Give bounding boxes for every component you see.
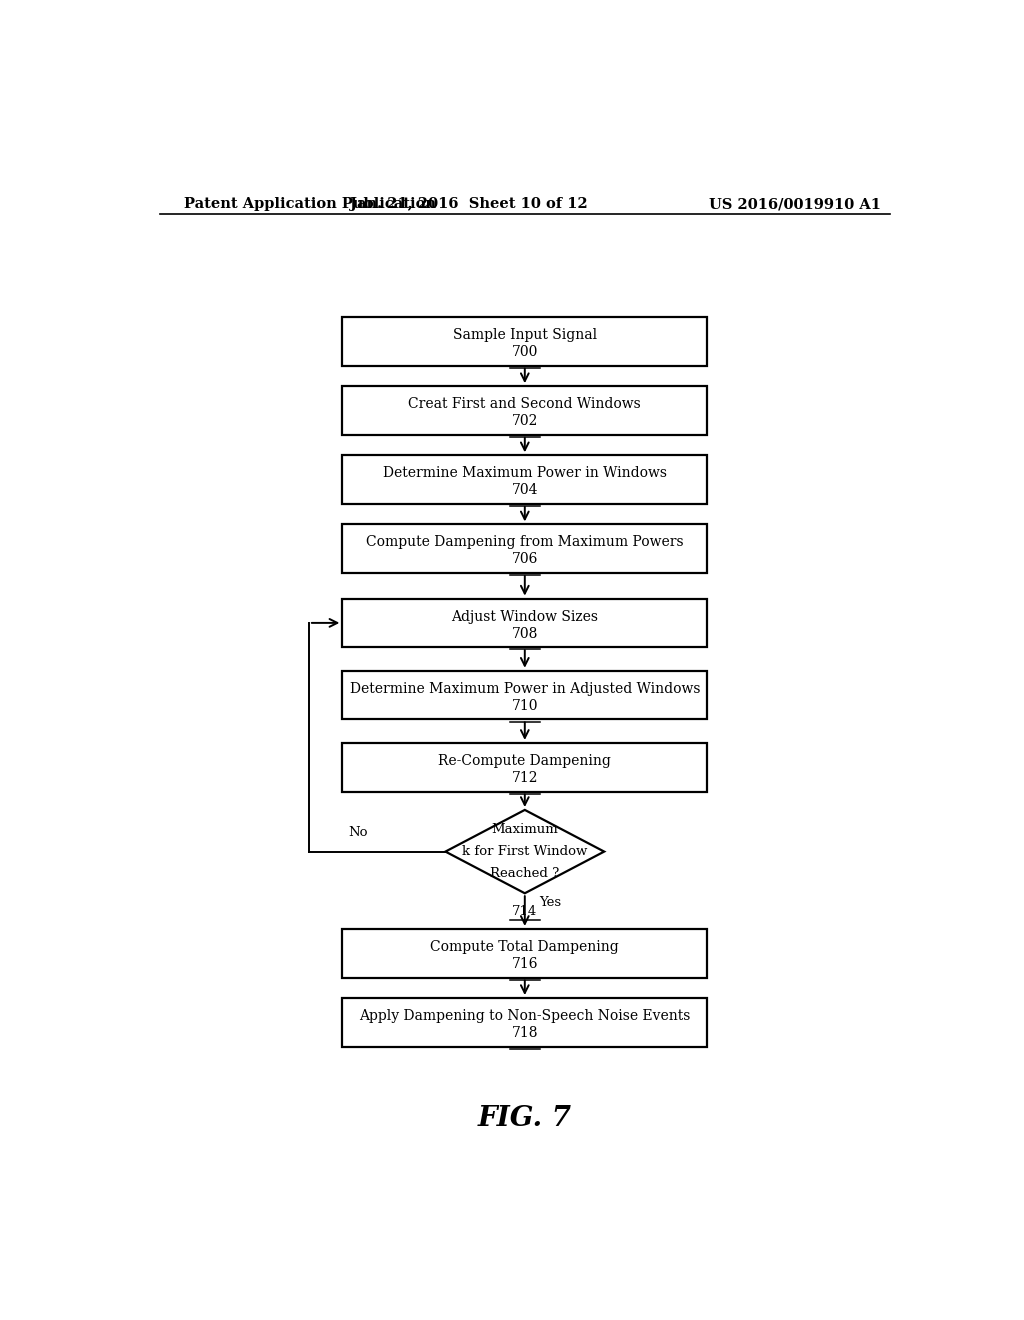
Text: 708: 708	[512, 627, 538, 640]
Text: Maximum: Maximum	[492, 822, 558, 836]
Polygon shape	[342, 524, 708, 573]
Polygon shape	[342, 998, 708, 1047]
Polygon shape	[445, 810, 604, 894]
Text: 700: 700	[512, 345, 538, 359]
Polygon shape	[342, 455, 708, 504]
Text: k for First Window: k for First Window	[462, 845, 588, 858]
Text: 702: 702	[512, 414, 538, 428]
Polygon shape	[342, 385, 708, 434]
Polygon shape	[342, 317, 708, 366]
Text: Yes: Yes	[539, 896, 561, 909]
Text: 714: 714	[512, 906, 538, 917]
Text: FIG. 7: FIG. 7	[478, 1105, 571, 1133]
Polygon shape	[342, 743, 708, 792]
Polygon shape	[342, 598, 708, 647]
Text: 706: 706	[512, 553, 538, 566]
Text: US 2016/0019910 A1: US 2016/0019910 A1	[709, 197, 881, 211]
Polygon shape	[342, 671, 708, 719]
Text: Determine Maximum Power in Windows: Determine Maximum Power in Windows	[383, 466, 667, 480]
Text: Apply Dampening to Non-Speech Noise Events: Apply Dampening to Non-Speech Noise Even…	[359, 1008, 690, 1023]
Text: Compute Dampening from Maximum Powers: Compute Dampening from Maximum Powers	[366, 536, 684, 549]
Text: 716: 716	[512, 957, 538, 972]
Text: Re-Compute Dampening: Re-Compute Dampening	[438, 754, 611, 768]
Text: Sample Input Signal: Sample Input Signal	[453, 327, 597, 342]
Polygon shape	[342, 929, 708, 978]
Text: Jan. 21, 2016  Sheet 10 of 12: Jan. 21, 2016 Sheet 10 of 12	[350, 197, 588, 211]
Text: Reached ?: Reached ?	[490, 867, 559, 880]
Text: No: No	[348, 826, 368, 840]
Text: Patent Application Publication: Patent Application Publication	[183, 197, 435, 211]
Text: 718: 718	[512, 1026, 538, 1040]
Text: Determine Maximum Power in Adjusted Windows: Determine Maximum Power in Adjusted Wind…	[349, 681, 700, 696]
Text: Compute Total Dampening: Compute Total Dampening	[430, 940, 620, 954]
Text: Creat First and Second Windows: Creat First and Second Windows	[409, 397, 641, 411]
Text: Adjust Window Sizes: Adjust Window Sizes	[452, 610, 598, 623]
Text: 704: 704	[512, 483, 538, 498]
Text: 710: 710	[512, 698, 538, 713]
Text: 712: 712	[512, 771, 538, 785]
